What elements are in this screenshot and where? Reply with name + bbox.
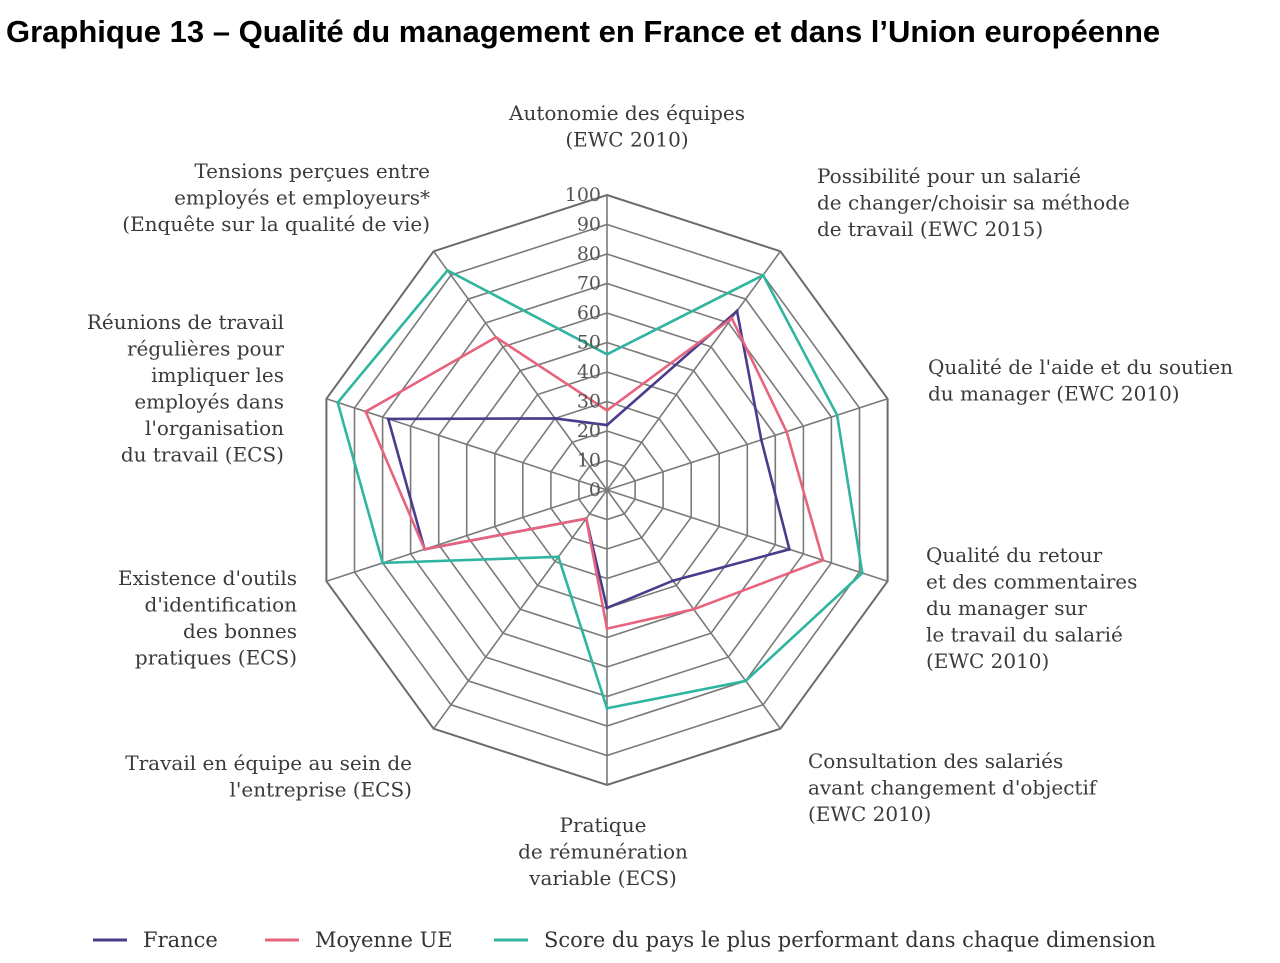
series-point-0-5	[605, 606, 609, 610]
series-point-1-2	[785, 430, 789, 434]
series-point-1-7	[423, 547, 427, 551]
tick-label: 30	[577, 391, 601, 413]
axis-label-line: Possibilité pour un salarié	[817, 164, 1081, 188]
legend: France Moyenne UE Score du pays le plus pe…	[93, 928, 1156, 952]
tick-label: 20	[577, 420, 601, 442]
axis-label-6: Travail en équipe au sein de l'entreprise…	[125, 751, 412, 802]
series-point-1-1	[730, 316, 734, 320]
axis-label-line: (Enquête sur la qualité de vie)	[122, 212, 430, 236]
series-point-2-5	[605, 706, 609, 710]
series-point-2-8	[336, 401, 340, 404]
series-point-1-5	[605, 627, 609, 631]
grid-spoke	[606, 398, 888, 491]
axis-label-line: de travail (EWC 2015)	[817, 217, 1043, 241]
axis-label-line: du travail (ECS)	[121, 443, 284, 467]
tick-label: 90	[577, 214, 601, 236]
tick-label: 40	[577, 361, 601, 383]
axis-label-9: Tensions perçues entre employés et employ…	[122, 159, 430, 236]
axis-label-line: de rémunération	[518, 840, 688, 864]
axis-label-1: Possibilité pour un salarié de changer/ch…	[817, 164, 1130, 241]
series-point-2-4	[744, 679, 748, 683]
series-point-0-4	[671, 579, 675, 583]
tick-label: 100	[565, 184, 601, 206]
series-point-2-2	[835, 413, 839, 417]
axis-label-line: le travail du salarié	[926, 623, 1123, 647]
grid-spoke	[606, 250, 782, 491]
chart-title: Graphique 13 – Qualité du management en …	[6, 14, 1161, 49]
axis-label-line: et des commentaires	[926, 570, 1137, 594]
tick-label: 50	[577, 332, 601, 354]
grid-spoke	[432, 489, 608, 730]
axis-label-line: régulières pour	[127, 337, 284, 361]
axis-label-line: du manager sur	[926, 596, 1087, 620]
axis-labels: Autonomie des équipes (EWC 2010) Possibili…	[87, 101, 1233, 890]
series-point-0-3	[787, 547, 791, 551]
tick-label: 60	[577, 302, 601, 324]
axis-label-8: Réunions de travail régulières pourimpliq…	[87, 310, 285, 467]
tick-label: 0	[589, 479, 601, 501]
axis-label-line: d'identification	[145, 593, 298, 617]
axis-label-line: Pratique	[560, 813, 647, 837]
axis-label-line: avant changement d'objectif	[808, 776, 1098, 800]
axis-label-line: Existence d'outils	[118, 566, 297, 590]
legend-label-1: Moyenne UE	[315, 928, 453, 952]
axis-label-line: Qualité de l'aide et du soutien	[928, 355, 1233, 379]
axis-label-line: du manager (EWC 2010)	[928, 382, 1180, 406]
series-point-1-6	[584, 517, 588, 521]
axis-label-line: l'entreprise (ECS)	[230, 778, 412, 802]
axis-label-line: Consultation des salariés	[808, 749, 1063, 773]
axis-label-line: (EWC 2010)	[565, 128, 688, 152]
axis-label-line: de changer/choisir sa méthode	[817, 191, 1130, 215]
series-point-1-0	[605, 408, 609, 412]
series-point-0-2	[759, 438, 763, 442]
series-point-2-0	[605, 352, 609, 356]
axis-label-line: variable (ECS)	[528, 866, 677, 890]
series-point-1-4	[692, 607, 696, 611]
axis-label-line: Qualité du retour	[926, 543, 1103, 567]
axis-label-4: Consultation des salariés avant changemen…	[808, 749, 1098, 826]
series-point-2-9	[446, 268, 449, 272]
axis-label-line: des bonnes	[183, 619, 297, 643]
tick-label: 10	[577, 450, 601, 472]
legend-label-0: France	[143, 928, 218, 952]
series-point-1-3	[821, 558, 825, 562]
series-point-0-8	[386, 417, 390, 421]
grid-spoke	[326, 489, 608, 582]
radial-tick-labels: 0 10 20 30 40 50 60 70 80 90 100	[565, 184, 601, 501]
series-point-2-3	[860, 571, 864, 575]
tick-label: 70	[577, 273, 601, 295]
axis-label-0: Autonomie des équipes (EWC 2010)	[508, 101, 745, 152]
axis-label-line: Autonomie des équipes	[508, 101, 745, 125]
axis-label-line: employés dans	[134, 390, 284, 414]
series-point-2-7	[381, 561, 385, 565]
series-point-1-9	[494, 335, 498, 339]
axis-label-line: Réunions de travail	[87, 310, 284, 334]
grid-spoke	[326, 398, 608, 491]
axis-label-line: employés et employeurs*	[174, 186, 430, 210]
axis-label-line: l'organisation	[145, 416, 284, 440]
legend-label-2: Score du pays le plus performant dans ch…	[544, 928, 1156, 952]
axis-label-line: impliquer les	[151, 363, 284, 387]
series-point-2-1	[761, 273, 765, 277]
series-point-0-1	[735, 309, 739, 313]
grid-spoke	[606, 489, 888, 582]
axis-label-line: Tensions perçues entre	[194, 159, 430, 183]
series-point-0-0	[605, 423, 609, 427]
tick-label: 80	[577, 243, 601, 265]
grid-spoke	[432, 250, 608, 491]
series-point-2-6	[556, 555, 560, 559]
series-point-1-8	[364, 410, 368, 414]
axis-label-line: (EWC 2010)	[926, 649, 1049, 673]
series-point-0-9	[553, 416, 557, 420]
axis-label-line: (EWC 2010)	[808, 802, 931, 826]
axis-label-line: pratiques (ECS)	[135, 646, 297, 670]
axis-label-2: Qualité de l'aide et du soutien du manage…	[928, 355, 1233, 406]
radar-series	[336, 268, 864, 710]
axis-label-line: Travail en équipe au sein de	[125, 751, 412, 775]
